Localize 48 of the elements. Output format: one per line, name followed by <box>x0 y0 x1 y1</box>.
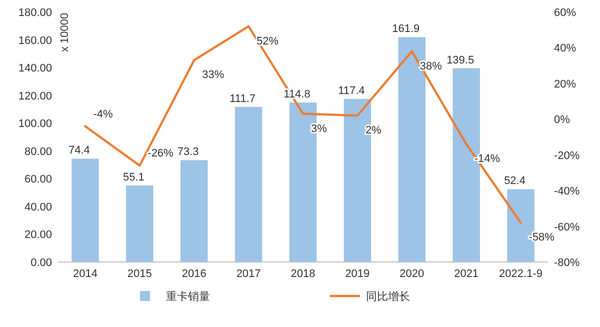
data-label: 73.3 <box>177 146 199 158</box>
y-tick-label: 140.00 <box>18 62 52 75</box>
y-tick-label: 180.00 <box>18 7 52 19</box>
x-tick-label: 2019 <box>345 268 370 280</box>
y-tick-label: 160.00 <box>18 34 52 47</box>
legend-label: 同比增长 <box>366 290 410 303</box>
data-label: 2% <box>365 124 382 137</box>
data-label: 117.4 <box>338 84 365 97</box>
data-label: -26% <box>148 148 174 160</box>
data-label: 139.5 <box>446 54 474 66</box>
data-label: 33% <box>202 69 224 82</box>
y-tick-label: 0.00 <box>30 257 52 269</box>
data-label: 111.7 <box>230 92 256 105</box>
bar <box>72 158 99 262</box>
bar <box>234 106 262 262</box>
y-tick-label: 120.00 <box>18 90 52 102</box>
y2-tick-label: 60% <box>554 7 576 19</box>
y2-tick-label: -20% <box>554 150 580 162</box>
annotation: x 10000 <box>59 12 71 52</box>
y-tick-label: 40.00 <box>24 201 52 214</box>
y-tick-label: 100.00 <box>18 118 52 130</box>
y2-tick-label: 40% <box>554 42 576 55</box>
x-tick-label: 2014 <box>72 268 98 280</box>
x-tick-label: 2021 <box>454 268 479 280</box>
x-tick-label: 2016 <box>182 268 206 280</box>
x-tick-label: 2017 <box>236 268 261 280</box>
data-label: 161.9 <box>392 23 420 36</box>
y-tick-label: 20.00 <box>24 229 52 242</box>
y2-tick-label: 0% <box>554 114 570 126</box>
y2-tick-label: -80% <box>554 257 580 269</box>
y-tick-label: 80.00 <box>24 146 52 158</box>
y2-tick-label: 20% <box>554 78 576 90</box>
x-tick-label: 2015 <box>127 268 152 280</box>
x-tick-label: 2022.1-9 <box>499 268 542 280</box>
data-label: -58% <box>528 232 555 244</box>
x-tick-label: 2018 <box>290 268 316 280</box>
x-tick-label: 2020 <box>400 268 424 280</box>
data-label: 52.4 <box>504 175 526 188</box>
data-label: 3% <box>311 122 328 135</box>
y-tick-label: 60.00 <box>24 174 52 186</box>
legend-label: 重卡销量 <box>166 290 210 303</box>
data-label: -4% <box>93 108 114 120</box>
data-label: 74.4 <box>68 144 90 157</box>
y2-tick-label: -40% <box>554 186 580 198</box>
data-label: 55.1 <box>122 171 144 184</box>
y2-tick-label: -60% <box>554 221 580 234</box>
bar <box>180 160 208 262</box>
bar <box>126 185 154 262</box>
